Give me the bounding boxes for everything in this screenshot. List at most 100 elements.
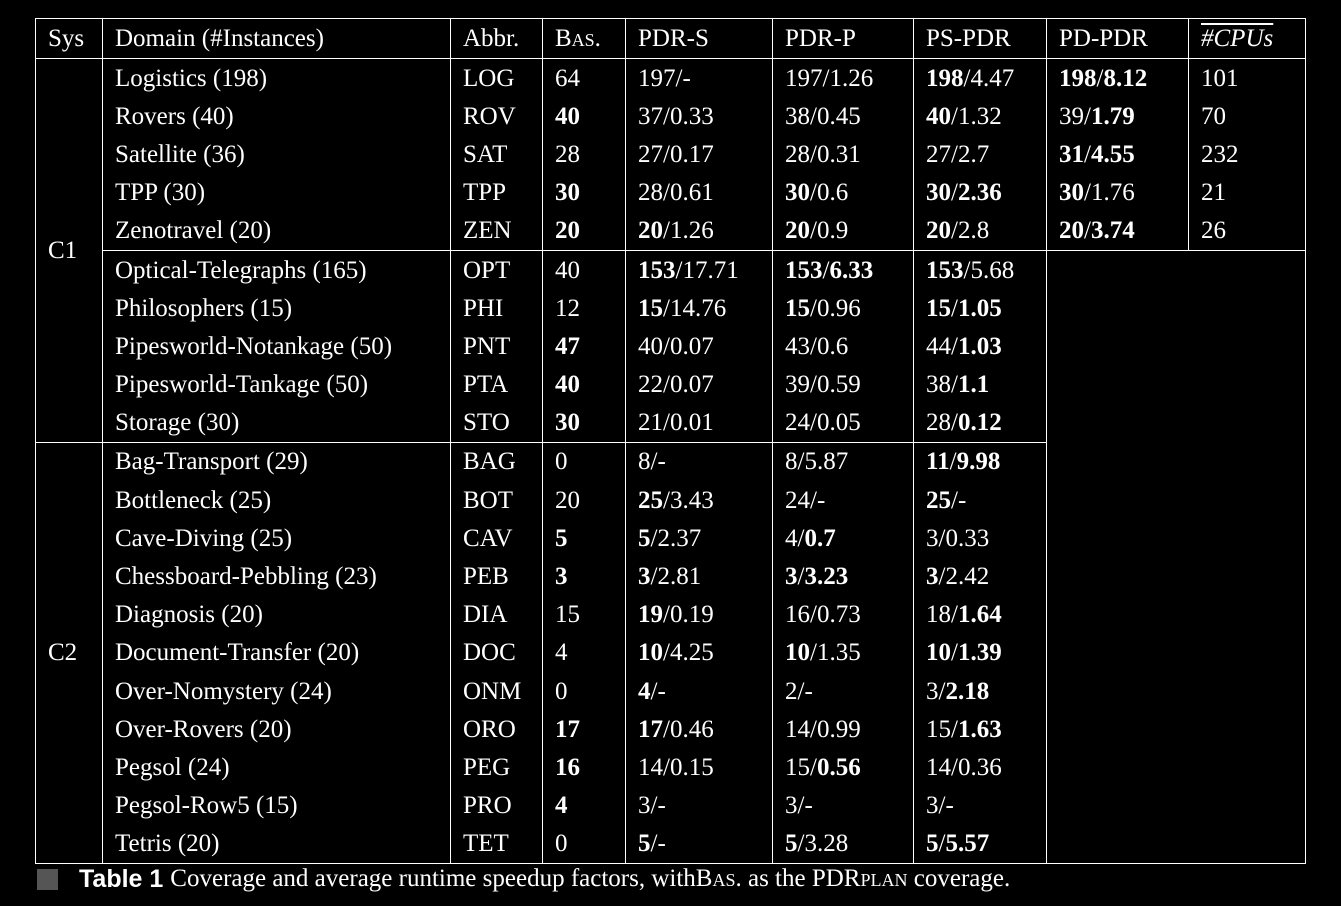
- abbr-cell: CAV: [450, 519, 543, 558]
- abbr-cell: PEB: [450, 557, 543, 596]
- domain-cell: TPP (30): [102, 173, 451, 212]
- pdr-s-cell: 19/0.19: [625, 595, 773, 634]
- pdr-s-cell-speedup: 4.25: [669, 639, 714, 667]
- empty-cell: [1188, 786, 1306, 825]
- bas-cell-value: 40: [555, 102, 580, 130]
- bas-cell: 4: [542, 786, 626, 825]
- pdr-s-cell-coverage: 5: [638, 524, 651, 552]
- pdr-s-cell-coverage: 3: [638, 792, 651, 820]
- abbr-cell: BOT: [450, 481, 543, 520]
- pdr-s-cell-coverage: 14: [638, 753, 663, 781]
- pdr-p-cell-separator: /: [810, 102, 817, 130]
- ps-pdr-cell-coverage: 15: [926, 294, 951, 322]
- pdr-s-cell-coverage: 28: [638, 179, 663, 207]
- pdr-p-cell-speedup: 0.73: [816, 601, 861, 629]
- empty-cell: [1047, 596, 1189, 634]
- pdr-p-cell-speedup: 0.59: [816, 371, 861, 399]
- ps-pdr-cell-separator: /: [951, 753, 958, 781]
- pdr-s-cell: 27/0.17: [625, 135, 773, 174]
- pdr-s-cell-separator: /: [663, 140, 670, 168]
- table-row: Cave-Diving (25) CAV 5 5/2.37 4/0.7 3/0.33: [36, 519, 1306, 558]
- pdr-p-cell-speedup: -: [804, 677, 813, 705]
- pdr-s-cell-speedup: -: [657, 448, 666, 476]
- ps-pdr-cell: 153/5.68: [913, 249, 1047, 290]
- ps-pdr-cell-coverage: 30: [926, 179, 951, 207]
- pd-pdr-cell-separator: /: [1084, 179, 1091, 207]
- bas-cell: 17: [542, 710, 626, 749]
- ps-pdr-cell-separator: /: [938, 830, 946, 858]
- pdr-p-cell-speedup: 0.7: [804, 524, 836, 552]
- pdr-p-cell-separator: /: [797, 448, 805, 476]
- pdr-s-cell-coverage: 22: [638, 371, 663, 399]
- ps-pdr-cell-separator: /: [963, 64, 971, 92]
- empty-cell: [1047, 519, 1189, 557]
- pdr-s-cell-separator: /: [663, 486, 670, 514]
- pdr-p-cell-separator: /: [810, 639, 817, 667]
- empty-cell: [1047, 327, 1189, 365]
- ps-pdr-cell-coverage: 38: [926, 371, 951, 399]
- pdr-p-cell-separator: /: [797, 830, 805, 858]
- ps-pdr-cell-separator: /: [938, 792, 946, 820]
- caption-plan: plan: [860, 865, 908, 892]
- ps-pdr-cell: 18/1.64: [913, 595, 1047, 634]
- bas-cell-value: 30: [555, 409, 580, 437]
- empty-cell: [1046, 824, 1189, 864]
- pdr-s-cell: 20/1.26: [625, 211, 773, 251]
- ps-pdr-cell: 25/-: [913, 481, 1047, 520]
- ps-pdr-cell: 28/0.12: [913, 403, 1047, 443]
- ps-pdr-cell-speedup: 4.47: [970, 64, 1015, 92]
- domain-cell: Pegsol (24): [102, 748, 451, 787]
- empty-cell: [1188, 289, 1306, 328]
- pdr-s-cell: 17/0.46: [625, 710, 773, 749]
- empty-cell: [1047, 557, 1189, 595]
- pdr-s-cell-speedup: 2.81: [657, 563, 702, 591]
- empty-cell: [1188, 633, 1306, 672]
- pdr-p-cell: 39/0.59: [772, 365, 914, 404]
- table-row: Satellite (36) SAT 28 27/0.17 28/0.31 27/2.7 3…: [36, 135, 1306, 174]
- domain-cell: Satellite (36): [102, 135, 451, 174]
- pdr-p-cell: 153/6.33: [772, 249, 914, 290]
- pdr-s-cell-separator: /: [650, 448, 658, 476]
- pdr-s-cell-separator: /: [663, 753, 670, 781]
- bas-cell: 64: [542, 58, 626, 98]
- header-row: Sys Domain (#Instances) Abbr. Bas. PDR-S…: [35, 18, 1306, 59]
- empty-cell: [1047, 672, 1189, 710]
- pd-pdr-cell: 31/4.55: [1046, 135, 1189, 174]
- empty-cell: [1188, 748, 1306, 787]
- abbr-cell: DIA: [450, 595, 543, 634]
- sys-group-c2: C2: [35, 442, 103, 864]
- pd-pdr-cell: 20/3.74: [1046, 211, 1189, 251]
- table-row: Tetris (20) TET 0 5/- 5/3.28 5/5.57: [36, 824, 1306, 864]
- abbr-cell: DOC: [450, 633, 543, 672]
- pd-pdr-cell-separator: /: [1084, 102, 1091, 130]
- pdr-p-cell-speedup: 0.6: [816, 332, 849, 360]
- pd-pdr-cell-speedup: 1.79: [1090, 102, 1135, 130]
- empty-cell: [1047, 787, 1189, 825]
- pdr-s-cell-separator: /: [650, 677, 658, 705]
- header-sys: Sys: [35, 18, 103, 59]
- abbr-cell: SAT: [450, 135, 543, 174]
- empty-cell: [1188, 250, 1306, 290]
- pdr-p-cell-separator: /: [810, 715, 817, 743]
- bas-cell: 47: [542, 327, 626, 366]
- pdr-s-cell: 3/2.81: [625, 557, 773, 596]
- pdr-p-cell-speedup: 5.87: [804, 448, 849, 476]
- ps-pdr-cell-separator: /: [951, 601, 958, 629]
- ps-pdr-cell-speedup: 2.7: [957, 140, 990, 168]
- table-row: Pipesworld-Tankage (50) PTA 40 22/0.07 39/0.…: [36, 365, 1306, 404]
- pdr-p-cell-separator: /: [797, 563, 805, 591]
- pdr-p-cell: 20/0.9: [772, 211, 914, 251]
- bas-cell: 40: [542, 97, 626, 136]
- ps-pdr-cell-speedup: 2.18: [945, 677, 990, 705]
- bas-cell: 30: [542, 403, 626, 443]
- ps-pdr-cell-speedup: 1.03: [957, 332, 1002, 360]
- bas-cell: 0: [542, 441, 626, 482]
- ps-pdr-cell-separator: /: [951, 294, 958, 322]
- empty-cell: [1188, 557, 1306, 596]
- pdr-s-cell-speedup: 14.76: [669, 294, 727, 322]
- abbr-cell: TPP: [450, 173, 543, 212]
- ps-pdr-cell-separator: /: [951, 140, 958, 168]
- bas-cell-value: 20: [555, 217, 580, 245]
- pdr-p-cell-coverage: 153: [785, 256, 823, 284]
- pdr-s-cell-coverage: 197: [638, 64, 676, 92]
